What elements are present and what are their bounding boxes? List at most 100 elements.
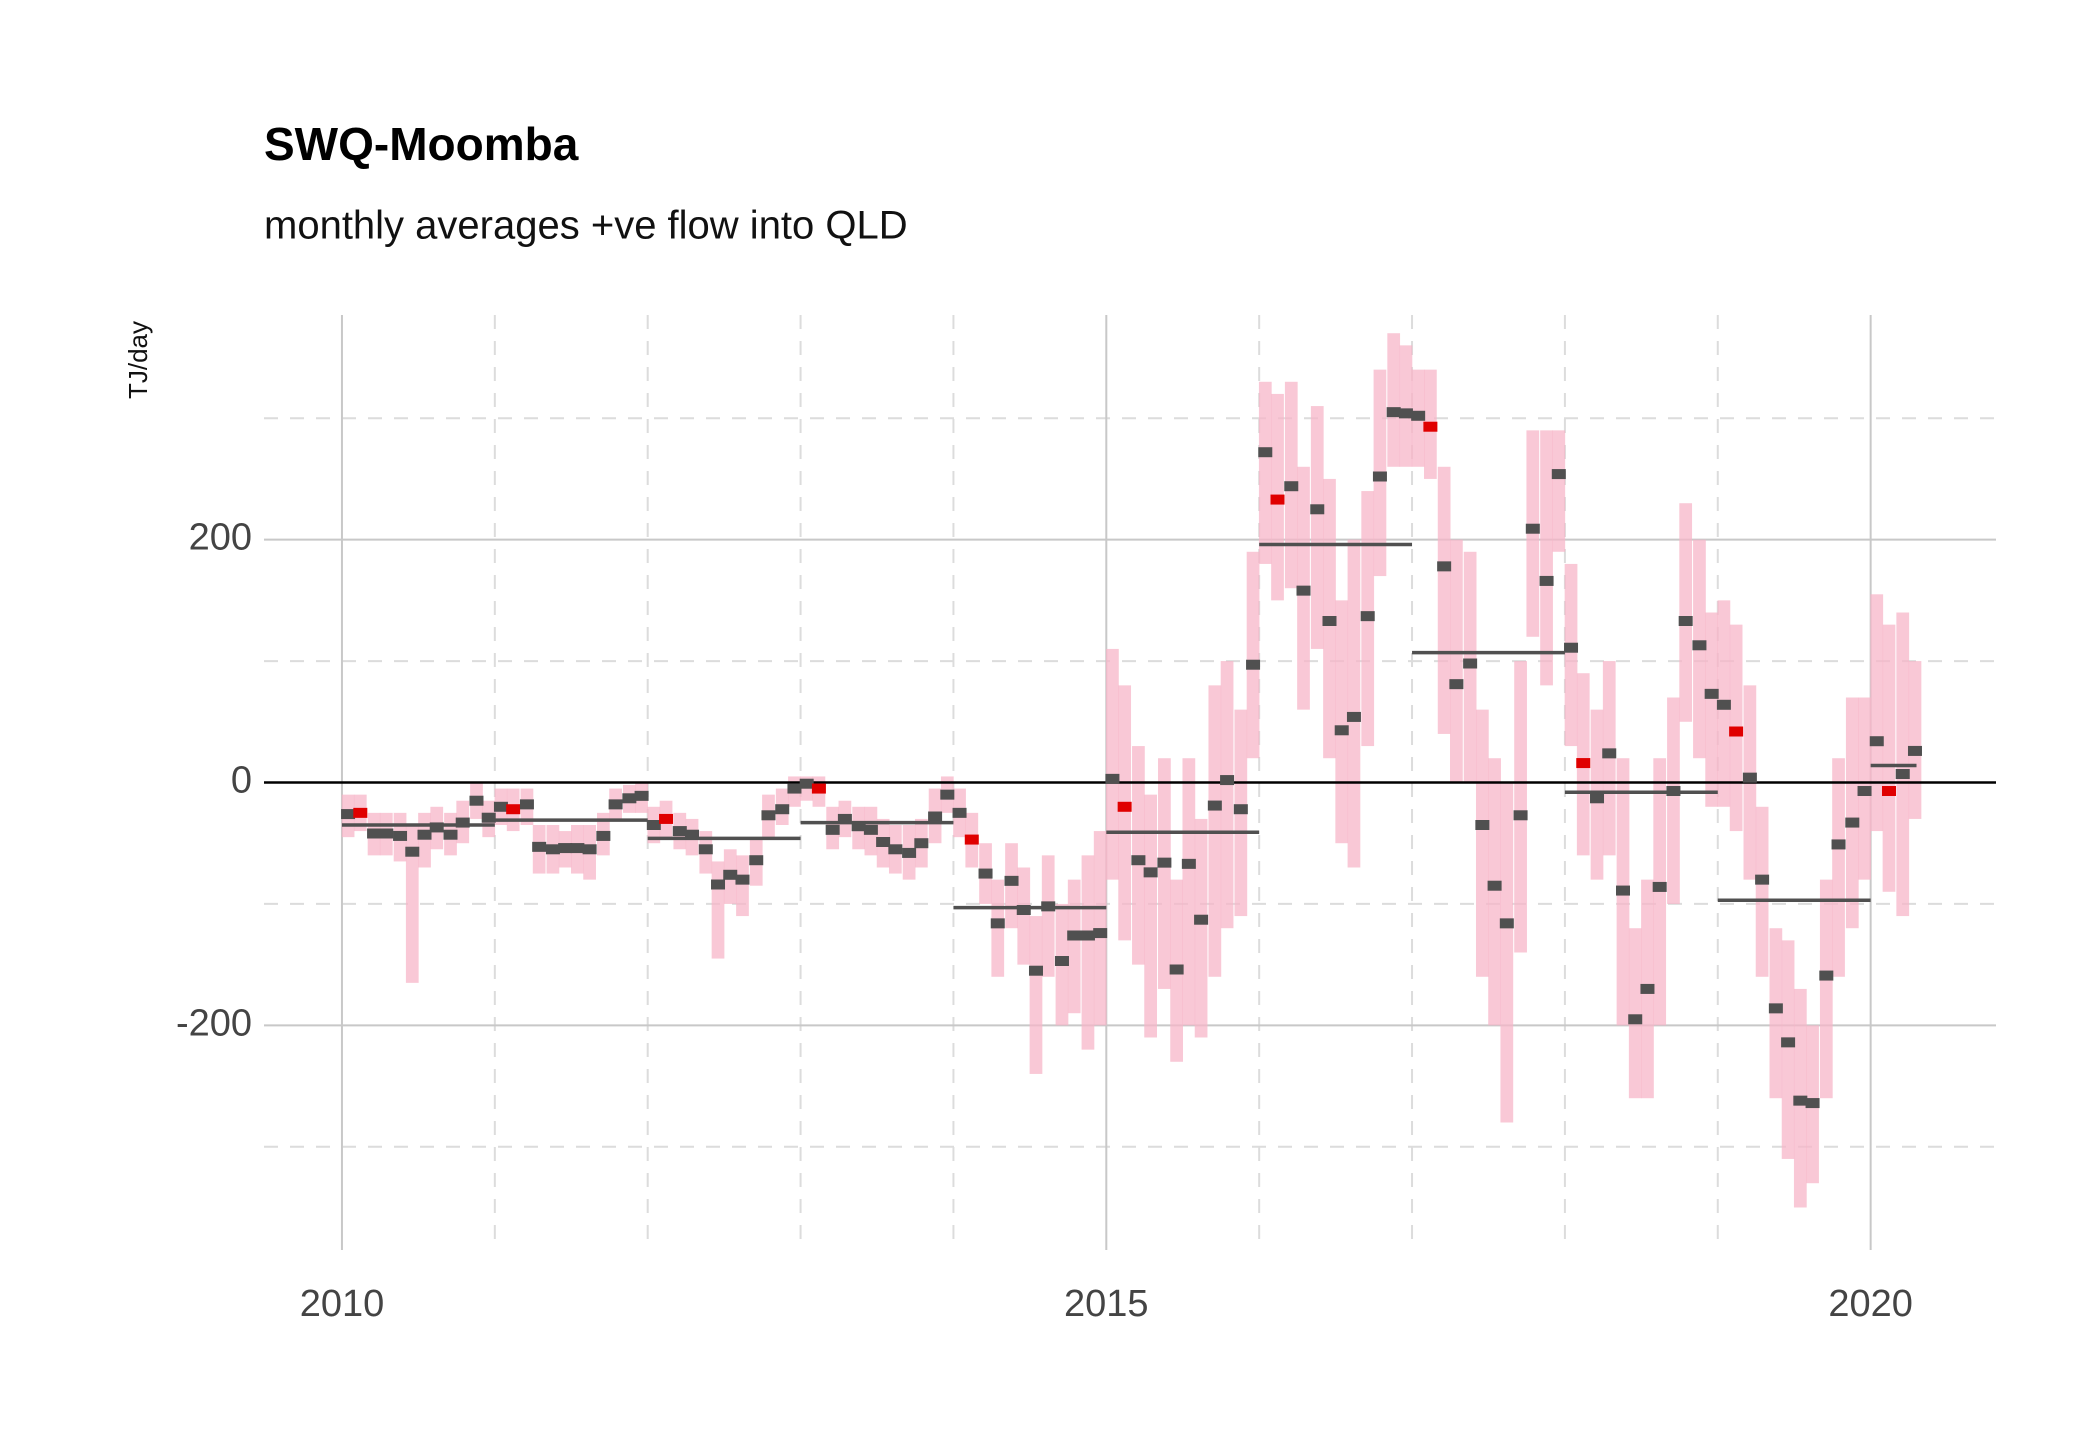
monthly-average: [711, 879, 726, 890]
monthly-average: [811, 783, 826, 794]
monthly-average: [622, 793, 637, 804]
daily-range: [1882, 624, 1896, 892]
monthly-average: [902, 847, 917, 858]
monthly-average: [952, 807, 967, 818]
monthly-average: [787, 783, 802, 794]
monthly-average: [1131, 855, 1146, 866]
daily-range: [1679, 503, 1693, 722]
monthly-average: [379, 828, 394, 839]
monthly-average: [558, 843, 573, 854]
monthly-average: [1233, 804, 1248, 815]
daily-range: [1870, 594, 1884, 832]
monthly-average: [1437, 561, 1452, 572]
monthly-average: [1781, 1037, 1796, 1048]
monthly-average: [1729, 726, 1744, 737]
daily-range: [1041, 855, 1055, 977]
monthly-average: [876, 837, 891, 847]
monthly-average: [1831, 839, 1846, 850]
daily-range: [1781, 940, 1795, 1159]
monthly-average: [469, 795, 484, 806]
monthly-average: [775, 804, 790, 815]
monthly-average: [1194, 914, 1209, 925]
monthly-average: [978, 868, 993, 879]
monthly-average: [481, 812, 496, 823]
daily-range: [1488, 758, 1501, 1026]
chart-subtitle: monthly averages +ve flow into QLD: [264, 204, 908, 248]
monthly-average: [1067, 930, 1082, 941]
monthly-average: [1539, 575, 1554, 586]
daily-range: [1552, 430, 1566, 552]
monthly-average: [1551, 469, 1566, 480]
monthly-average: [1678, 616, 1693, 626]
x-tick-label: 2010: [300, 1283, 385, 1325]
monthly-average: [1117, 801, 1132, 812]
monthly-average: [1768, 1003, 1783, 1014]
monthly-average: [1819, 970, 1834, 981]
monthly-average: [1372, 471, 1387, 482]
monthly-average: [1857, 786, 1872, 796]
daily-range: [1450, 539, 1463, 783]
daily-range: [1667, 697, 1680, 904]
monthly-average: [1755, 874, 1770, 885]
monthly-average: [532, 841, 547, 852]
monthly-average: [1054, 956, 1069, 966]
monthly-average: [1449, 679, 1464, 690]
daily-range: [1819, 879, 1833, 1099]
daily-range: [1755, 806, 1769, 977]
y-tick-label: 0: [231, 760, 252, 802]
monthly-average: [685, 829, 700, 840]
monthly-average: [1284, 481, 1299, 492]
monthly-average: [367, 828, 382, 839]
monthly-average: [1628, 1014, 1643, 1025]
daily-range: [1220, 661, 1234, 929]
monthly-average: [1692, 640, 1707, 651]
daily-range: [1437, 466, 1451, 734]
daily-range: [1399, 345, 1413, 467]
monthly-average: [1004, 875, 1019, 886]
monthly-average: [863, 824, 878, 835]
daily-range: [1832, 758, 1845, 977]
daily-range: [1106, 648, 1119, 880]
monthly-average: [570, 843, 585, 854]
daily-range: [736, 855, 749, 917]
daily-range: [1908, 661, 1922, 819]
daily-range: [1705, 612, 1719, 807]
daily-range: [1475, 709, 1489, 977]
monthly-average: [429, 822, 444, 833]
monthly-average: [341, 809, 356, 820]
monthly-average: [1207, 800, 1222, 811]
y-tick-label: -200: [176, 1002, 252, 1044]
monthly-average: [1881, 786, 1896, 796]
monthly-average: [672, 826, 687, 837]
daily-range: [1029, 916, 1043, 1074]
daily-range: [1118, 685, 1132, 941]
monthly-average: [928, 811, 943, 822]
monthly-average: [1463, 658, 1478, 669]
monthly-average: [1907, 745, 1922, 756]
monthly-average: [1310, 504, 1325, 515]
monthly-average: [1334, 725, 1349, 736]
daily-range: [1310, 406, 1324, 649]
monthly-average: [1640, 983, 1655, 994]
monthly-average: [749, 855, 764, 866]
monthly-average: [608, 799, 623, 810]
daily-range: [711, 861, 725, 959]
x-tick-label: 2020: [1828, 1283, 1913, 1325]
monthly-average: [1742, 772, 1757, 783]
monthly-average: [1322, 616, 1337, 626]
daily-range: [1017, 867, 1031, 965]
daily-range: [1347, 539, 1361, 868]
daily-range: [418, 812, 431, 868]
monthly-average: [393, 830, 408, 841]
monthly-average: [405, 846, 420, 857]
monthly-average: [1499, 918, 1514, 929]
monthly-average: [1487, 880, 1502, 891]
monthly-average: [1805, 1098, 1820, 1109]
monthly-average: [1360, 611, 1375, 622]
monthly-average: [1716, 699, 1731, 710]
monthly-average: [964, 834, 979, 845]
monthly-average: [1143, 867, 1158, 878]
monthly-average: [698, 844, 713, 855]
monthly-average: [1895, 769, 1910, 779]
